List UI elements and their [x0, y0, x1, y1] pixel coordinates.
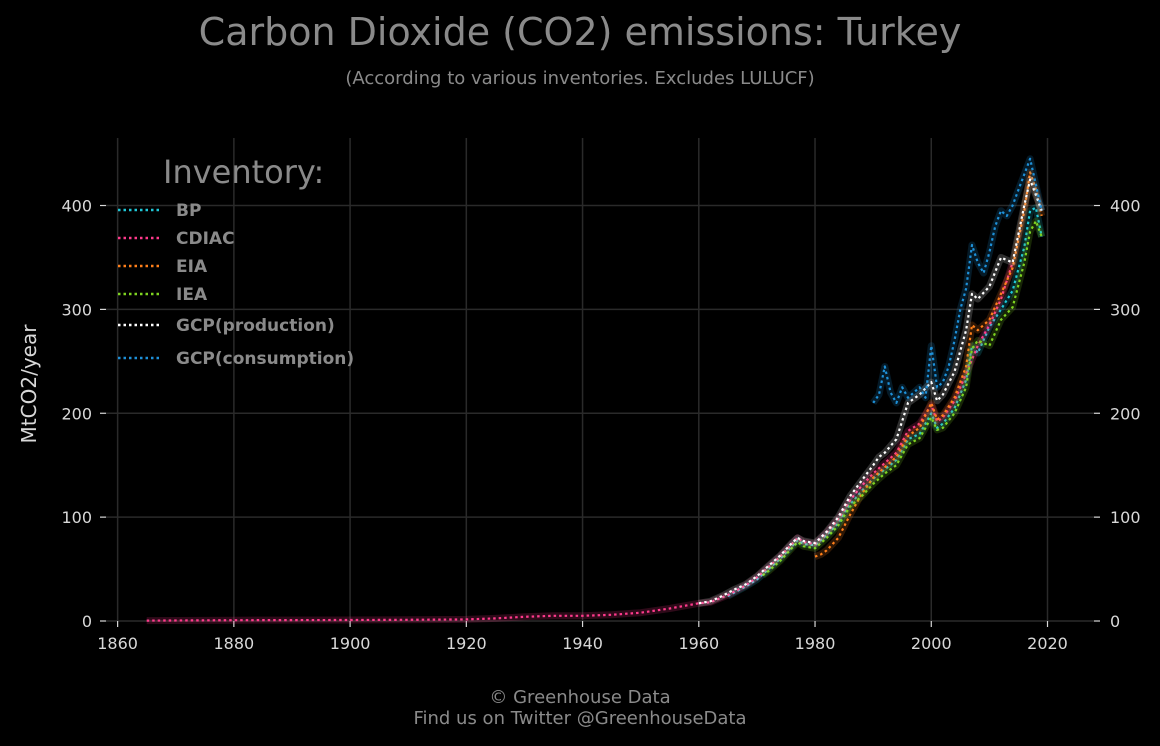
- legend-label-iea: IEA: [176, 285, 208, 305]
- y-tick-label-left-200: 200: [61, 404, 92, 423]
- chart-title: Carbon Dioxide (CO2) emissions: Turkey: [198, 10, 962, 54]
- y-tick-label-left-400: 400: [61, 197, 92, 216]
- legend-label-eia: EIA: [176, 257, 208, 277]
- x-tick-label-1880: 1880: [213, 634, 254, 653]
- legend-label-bp: BP: [176, 201, 201, 221]
- legend: Inventory: BP CDIAC EIA IEA GCP(production) G…: [118, 153, 354, 369]
- x-tick-label-1980: 1980: [795, 634, 836, 653]
- x-tick-label-1940: 1940: [562, 634, 603, 653]
- legend-label-gcp-production: GCP(production): [176, 316, 335, 336]
- y-tick-label-right-0: 0: [1110, 612, 1120, 631]
- axes: 1860 1880 1900 1920 1940 1960 1980 2000 2020 0 0 10…: [61, 197, 1140, 653]
- series-line-iea: [762, 220, 1043, 577]
- x-tick-label-1960: 1960: [678, 634, 719, 653]
- legend-label-gcp-consumption: GCP(consumption): [176, 349, 354, 369]
- footer: © Greenhouse Data Find us on Twitter @Gr…: [0, 687, 1160, 729]
- y-tick-label-left-300: 300: [61, 300, 92, 319]
- y-tick-label-left-100: 100: [61, 508, 92, 527]
- y-tick-label-right-200: 200: [1110, 404, 1141, 423]
- y-tick-label-right-400: 400: [1110, 197, 1141, 216]
- x-tick-label-2000: 2000: [911, 634, 952, 653]
- y-tick-label-right-300: 300: [1110, 300, 1141, 319]
- chart-subtitle: (According to various inventories. Exclu…: [345, 68, 815, 89]
- x-tick-label-1860: 1860: [97, 634, 138, 653]
- twitter-handle-text: Find us on Twitter @GreenhouseData: [413, 708, 747, 729]
- x-tick-label-1900: 1900: [330, 634, 371, 653]
- series-glow-gcp-consumption: [870, 155, 1046, 407]
- series-glow-iea: [760, 217, 1045, 579]
- x-tick-label-1920: 1920: [446, 634, 487, 653]
- copyright-text: © Greenhouse Data: [489, 687, 671, 708]
- series-lines: [146, 155, 1046, 625]
- x-tick-label-2020: 2020: [1027, 634, 1068, 653]
- y-axis-label: MtCO2/year: [17, 324, 41, 444]
- series-line-cdiac: [146, 262, 1014, 622]
- grid-lines: [106, 138, 1094, 622]
- series-line-eia: [814, 171, 1043, 558]
- y-tick-label-right-100: 100: [1110, 508, 1141, 527]
- series-line-gcp-production: [698, 178, 1043, 605]
- y-tick-label-left-0: 0: [82, 612, 92, 631]
- series-line-bp: [727, 206, 1043, 598]
- legend-title: Inventory:: [163, 153, 324, 191]
- legend-label-cdiac: CDIAC: [176, 229, 235, 249]
